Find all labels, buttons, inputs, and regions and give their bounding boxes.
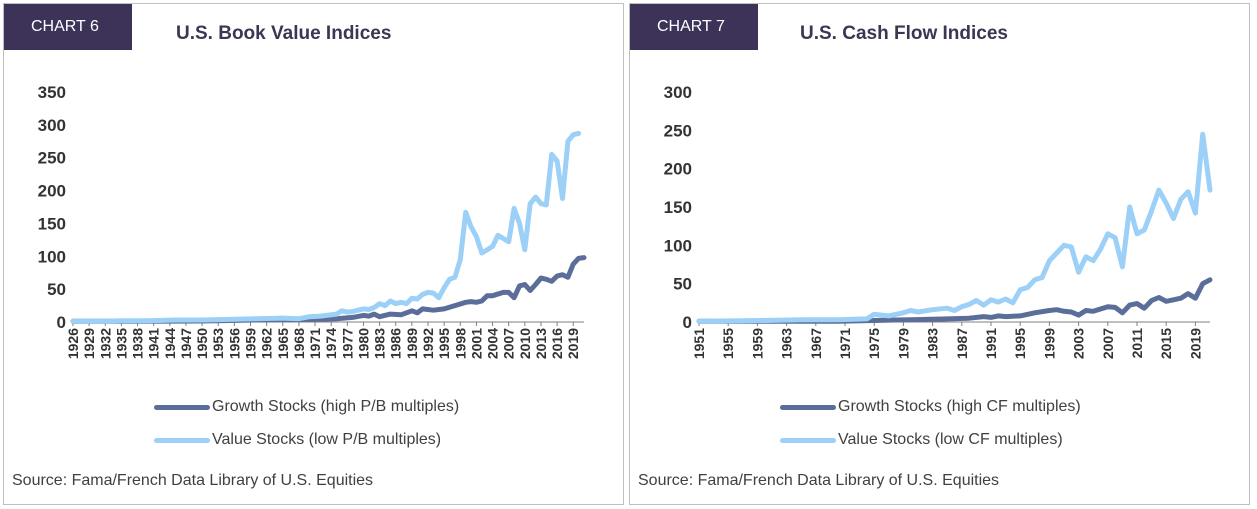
chart-7-xtick-label: 1963 bbox=[779, 328, 795, 359]
chart-7-ytick-label: 100 bbox=[664, 236, 692, 255]
chart-7-ytick-label: 250 bbox=[664, 121, 692, 140]
chart-6-title: U.S. Book Value Indices bbox=[176, 23, 392, 44]
chart-6-plot: 0 50 100 150 200 250 300 350 1926 1929 1932 1935 193… bbox=[38, 83, 587, 359]
chart-6-xtick-label: 1983 bbox=[372, 328, 388, 359]
chart-7-xtick-label: 1999 bbox=[1041, 328, 1057, 359]
chart-6-xtick-label: 2013 bbox=[533, 328, 549, 359]
chart-6-xtick-label: 1980 bbox=[355, 328, 371, 359]
chart-6-source: Source: Fama/French Data Library of U.S.… bbox=[12, 472, 374, 489]
chart-7-xtick-label: 2003 bbox=[1071, 328, 1087, 359]
chart-6-xtick-label: 2010 bbox=[517, 328, 533, 359]
chart-6-badge: CHART 6 bbox=[4, 4, 132, 50]
chart-7-ytick-label: 50 bbox=[673, 275, 692, 294]
chart-6-ytick-label: 50 bbox=[47, 280, 66, 299]
chart-6-xtick-label: 1962 bbox=[259, 328, 275, 359]
chart-7-xtick-label: 1959 bbox=[749, 328, 765, 359]
chart-6-xtick-label: 2019 bbox=[565, 328, 581, 359]
chart-7-legend-value-swatch bbox=[780, 437, 836, 443]
chart-6-xtick-label: 1998 bbox=[452, 328, 468, 359]
chart-6-ytick-label: 350 bbox=[38, 83, 66, 102]
chart-7-xtick-label: 1967 bbox=[808, 328, 824, 359]
chart-7-source: Source: Fama/French Data Library of U.S.… bbox=[638, 472, 1000, 489]
chart-7-xtick-label: 1971 bbox=[837, 328, 853, 359]
chart-6-xtick-label: 2004 bbox=[485, 328, 501, 359]
chart-6-legend-value-swatch bbox=[154, 437, 210, 443]
chart-6-xtick-label: 1941 bbox=[146, 328, 162, 359]
chart-7-series-growth-line bbox=[696, 277, 1213, 324]
chart-6-panel: CHART 6 U.S. Book Value Indices 0 50 100 15… bbox=[3, 3, 624, 505]
chart-7-xtick-label: 1987 bbox=[954, 328, 970, 359]
chart-6-ytick-label: 200 bbox=[38, 182, 66, 201]
chart-7-badge: CHART 7 bbox=[630, 4, 758, 50]
chart-6-ytick-label: 0 bbox=[57, 313, 66, 332]
chart-7-xtick-label: 1983 bbox=[925, 328, 941, 359]
chart-6-xtick-label: 1977 bbox=[339, 328, 355, 359]
chart-6-ytick-label: 150 bbox=[38, 214, 66, 233]
chart-6-legend-growth-label: Growth Stocks (high P/B multiples) bbox=[212, 398, 460, 415]
chart-6-ytick-label: 100 bbox=[38, 247, 66, 266]
chart-7-legend-growth: Growth Stocks (high CF multiples) bbox=[780, 397, 1081, 417]
chart-6-legend-growth: Growth Stocks (high P/B multiples) bbox=[154, 397, 459, 417]
chart-7-ytick-label: 300 bbox=[664, 83, 692, 102]
chart-7-xtick-label: 2019 bbox=[1187, 328, 1203, 359]
chart-6-legend-growth-swatch bbox=[154, 404, 210, 410]
chart-7-xtick-label: 2007 bbox=[1100, 328, 1116, 359]
chart-7-legend-growth-label: Growth Stocks (high CF multiples) bbox=[838, 398, 1081, 415]
chart-6-xtick-label: 1950 bbox=[194, 328, 210, 359]
chart-7-xtick-label: 1951 bbox=[691, 328, 707, 359]
chart-7-legend-growth-swatch bbox=[780, 404, 836, 410]
chart-7-xtick-label: 2015 bbox=[1158, 328, 1174, 359]
chart-7-ytick-label: 200 bbox=[664, 160, 692, 179]
chart-7-legend-value: Value Stocks (low CF multiples) bbox=[780, 430, 1063, 450]
chart-6-xtick-label: 1995 bbox=[436, 328, 452, 359]
chart-6-xtick-label: 1938 bbox=[130, 328, 146, 359]
chart-6-xtick-label: 1971 bbox=[307, 328, 323, 359]
chart-6-xtick-label: 1974 bbox=[323, 328, 339, 359]
chart-7-ytick-label: 0 bbox=[683, 313, 692, 332]
chart-7-legend-value-label: Value Stocks (low CF multiples) bbox=[838, 431, 1063, 448]
chart-6-xtick-label: 1965 bbox=[275, 328, 291, 359]
chart-6-series-value-line bbox=[70, 130, 582, 324]
chart-6-xtick-label: 1986 bbox=[388, 328, 404, 359]
chart-6-xtick-label: 1932 bbox=[97, 328, 113, 359]
chart-6-xtick-label: 1944 bbox=[162, 328, 178, 359]
chart-6-xtick-label: 1926 bbox=[65, 328, 81, 359]
chart-7-ytick-label: 150 bbox=[664, 198, 692, 217]
chart-6-xtick-label: 1992 bbox=[420, 328, 436, 359]
chart-6-legend-value: Value Stocks (low P/B multiples) bbox=[154, 430, 441, 450]
chart-6-xtick-label: 2007 bbox=[501, 328, 517, 359]
chart-7-panel: CHART 7 U.S. Cash Flow Indices 0 50 100 150… bbox=[629, 3, 1250, 505]
chart-7-xtick-label: 1995 bbox=[1012, 328, 1028, 359]
chart-6-xtick-label: 2001 bbox=[468, 328, 484, 359]
chart-7-title: U.S. Cash Flow Indices bbox=[800, 23, 1008, 44]
chart-6-ytick-label: 250 bbox=[38, 149, 66, 168]
chart-6-xtick-label: 1947 bbox=[178, 328, 194, 359]
chart-7-xtick-label: 2011 bbox=[1129, 328, 1145, 359]
chart-7-xtick-label: 1975 bbox=[866, 328, 882, 359]
chart-6-xtick-label: 1929 bbox=[81, 328, 97, 359]
chart-6-ytick-label: 300 bbox=[38, 116, 66, 135]
chart-6-xtick-label: 1968 bbox=[291, 328, 307, 359]
chart-6-xtick-label: 1935 bbox=[113, 328, 129, 359]
chart-6-xtick-label: 1953 bbox=[210, 328, 226, 359]
chart-6-series-growth-line bbox=[70, 255, 587, 324]
chart-7-xtick-label: 1991 bbox=[983, 328, 999, 359]
chart-6-xtick-label: 1989 bbox=[404, 328, 420, 359]
chart-7-xtick-label: 1955 bbox=[720, 328, 736, 359]
chart-6-xtick-label: 2016 bbox=[549, 328, 565, 359]
chart-7-xtick-label: 1979 bbox=[895, 328, 911, 359]
chart-6-xtick-label: 1959 bbox=[243, 328, 259, 359]
chart-6-legend-value-label: Value Stocks (low P/B multiples) bbox=[212, 431, 442, 448]
chart-7-plot: 0 50 100 150 200 250 300 1951 1955 1959 1963 1967 19… bbox=[664, 83, 1213, 359]
chart-7-series-value-line bbox=[696, 131, 1213, 324]
chart-6-xtick-label: 1956 bbox=[226, 328, 242, 359]
